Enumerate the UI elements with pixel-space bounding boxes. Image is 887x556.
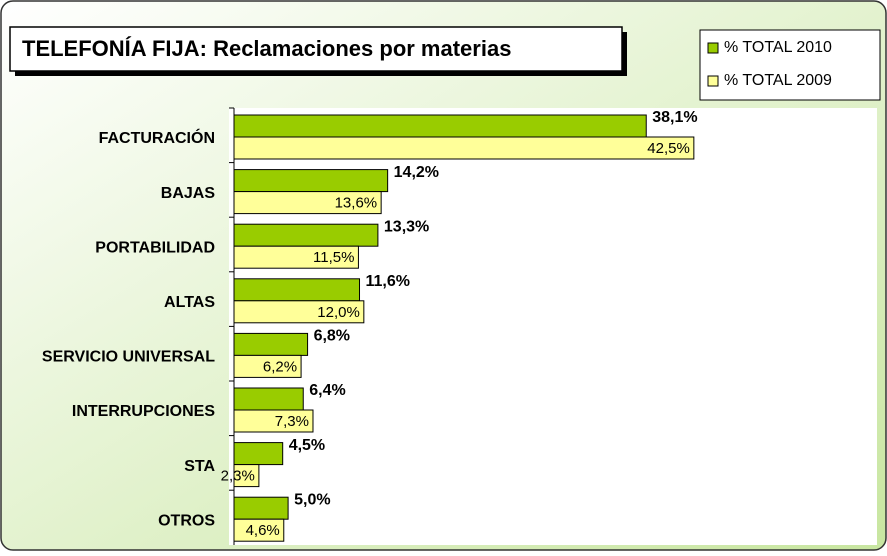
value-label: 4,5% xyxy=(289,437,325,454)
legend-swatch xyxy=(707,42,719,54)
category-label: INTERRUPCIONES xyxy=(72,403,215,420)
chart-title: TELEFONÍA FIJA: Reclamaciones por materi… xyxy=(22,36,511,61)
value-label: 6,8% xyxy=(314,328,350,345)
bar xyxy=(233,387,304,411)
value-label: 6,4% xyxy=(309,382,345,399)
bar xyxy=(233,354,302,378)
value-label: 11,6% xyxy=(366,273,410,290)
bar xyxy=(233,409,314,433)
category-label: OTROS xyxy=(158,512,215,529)
category-label: BAJAS xyxy=(161,185,216,202)
legend-label: % TOTAL 2009 xyxy=(724,72,832,89)
legend-swatch xyxy=(707,75,719,87)
value-label: 12,0% xyxy=(317,304,360,321)
value-label: 4,6% xyxy=(246,522,280,539)
bar xyxy=(233,114,647,138)
value-label: 5,0% xyxy=(294,491,330,508)
bar xyxy=(233,245,359,269)
bar xyxy=(233,191,382,215)
bar xyxy=(233,518,285,542)
value-label: 14,2% xyxy=(394,164,439,181)
bar xyxy=(233,136,695,160)
category-label: ALTAS xyxy=(164,294,215,311)
bar xyxy=(233,300,365,324)
value-label: 6,2% xyxy=(263,358,297,375)
value-label: 2,3% xyxy=(221,468,255,485)
bar xyxy=(233,278,361,302)
category-label: SERVICIO UNIVERSAL xyxy=(42,349,215,366)
value-label: 7,3% xyxy=(275,413,309,430)
bar xyxy=(233,496,289,520)
category-label: PORTABILIDAD xyxy=(95,239,215,256)
title-box xyxy=(9,26,623,72)
value-label: 13,3% xyxy=(384,218,429,235)
bar xyxy=(233,169,389,193)
bar xyxy=(233,464,260,488)
bar xyxy=(233,332,309,356)
category-label: STA xyxy=(184,458,215,475)
legend-box xyxy=(699,29,881,101)
value-label: 11,5% xyxy=(313,249,354,266)
value-label: 42,5% xyxy=(647,140,690,157)
legend-label: % TOTAL 2010 xyxy=(724,39,832,56)
bar xyxy=(233,442,284,466)
bar xyxy=(233,223,379,247)
category-label: FACTURACIÓN xyxy=(99,128,215,147)
value-label: 38,1% xyxy=(652,109,697,126)
value-label: 13,6% xyxy=(335,195,378,212)
